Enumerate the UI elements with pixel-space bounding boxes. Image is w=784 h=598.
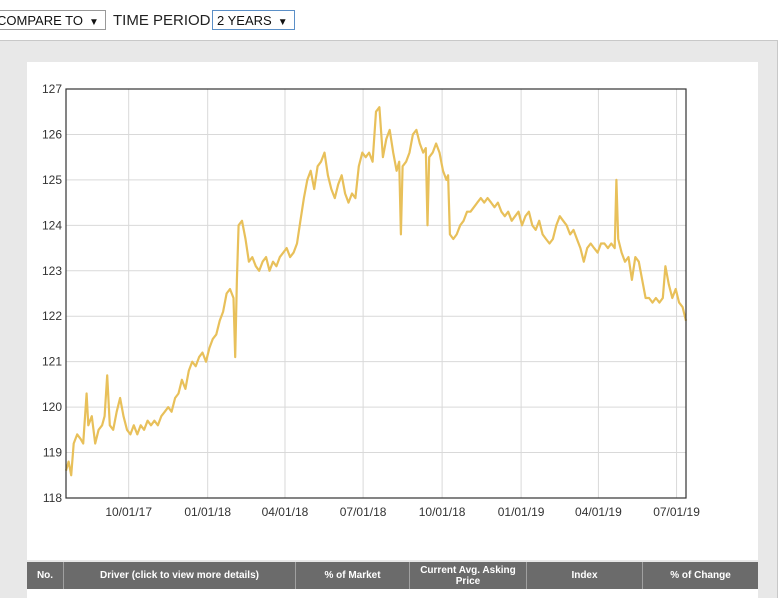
x-tick-label: 04/01/18 <box>262 505 309 519</box>
x-tick-label: 10/01/17 <box>105 505 152 519</box>
col-header-market-share[interactable]: % of Market <box>296 562 410 589</box>
compare-to-dropdown[interactable]: COMPARE TO ▼ <box>0 10 106 30</box>
y-tick-label: 127 <box>42 82 62 96</box>
y-tick-label: 123 <box>42 264 62 278</box>
col-header-change[interactable]: % of Change <box>670 570 731 581</box>
table-body <box>27 589 758 598</box>
y-tick-label: 126 <box>42 127 62 141</box>
x-tick-label: 07/01/18 <box>340 505 387 519</box>
series-line <box>64 106 688 477</box>
col-header-no[interactable]: No. <box>27 562 64 589</box>
y-tick-label: 125 <box>42 173 62 187</box>
price-index-chart: 118 119 120 121 122 123 124 125 126 127 10/01/17 0… <box>42 82 700 519</box>
y-tick-label: 121 <box>42 355 62 369</box>
x-tick-label: 10/01/18 <box>419 505 466 519</box>
y-tick-label: 118 <box>43 491 62 505</box>
col-header-asking-price[interactable]: Current Avg. Asking Price <box>410 562 527 589</box>
chevron-down-icon: ▼ <box>88 17 99 28</box>
compare-to-label: COMPARE TO <box>0 13 83 28</box>
y-tick-label: 119 <box>43 446 62 460</box>
col-header-driver[interactable]: Driver (click to view more details) <box>64 562 296 589</box>
y-tick-label: 120 <box>42 400 62 414</box>
grid-lines <box>66 88 686 499</box>
controls-bar: COMPARE TO ▼ TIME PERIOD 2 YEARS ▼ <box>0 0 784 40</box>
time-period-value: 2 YEARS <box>217 13 272 28</box>
time-period-dropdown[interactable]: 2 YEARS ▼ <box>212 10 295 30</box>
y-tick-label: 124 <box>42 218 62 232</box>
x-tick-label: 07/01/19 <box>653 505 700 519</box>
x-tick-label: 01/01/19 <box>498 505 545 519</box>
x-tick-label: 04/01/19 <box>575 505 622 519</box>
chevron-down-icon: ▼ <box>277 17 288 28</box>
drivers-table-header: No. Driver (click to view more details) … <box>27 562 758 589</box>
y-axis-labels: 118 119 120 121 122 123 124 125 126 127 <box>42 82 62 505</box>
x-axis-labels: 10/01/17 01/01/18 04/01/18 07/01/18 10/01/18… <box>105 505 700 519</box>
plot-area-border <box>65 88 687 499</box>
y-tick-label: 122 <box>42 309 62 323</box>
time-period-label: TIME PERIOD <box>113 12 211 29</box>
col-header-index[interactable]: Index <box>527 562 643 589</box>
x-tick-label: 01/01/18 <box>184 505 231 519</box>
